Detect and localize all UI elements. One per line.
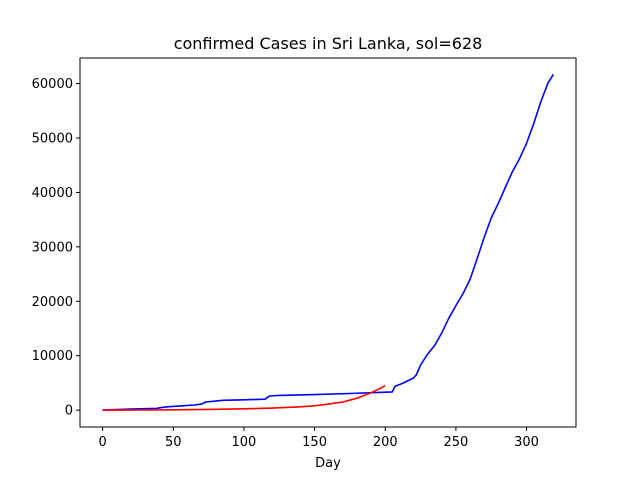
- x-tick-label: 250: [443, 435, 468, 450]
- y-tick-label: 0: [65, 404, 73, 419]
- x-tick-label: 150: [302, 435, 327, 450]
- series-line-1: [102, 73, 555, 411]
- plot-frame: [79, 57, 577, 428]
- x-tick-label: 300: [514, 435, 539, 450]
- chart-title: confirmed Cases in Sri Lanka, sol=628: [174, 34, 483, 53]
- y-tick-label: 50000: [32, 132, 73, 147]
- x-tick-label: 0: [98, 435, 106, 450]
- y-axis: 0 10000 20000 30000 40000 50000 60000: [32, 77, 80, 419]
- y-tick-label: 40000: [32, 186, 73, 201]
- y-tick-label: 20000: [32, 295, 73, 310]
- x-axis: 0 50 100 150 200 250 300: [98, 427, 539, 450]
- series-line-2: [102, 384, 386, 411]
- series-layer: [102, 73, 555, 411]
- y-tick-label: 60000: [32, 77, 73, 92]
- x-tick-label: 100: [232, 435, 257, 450]
- x-tick-label: 200: [373, 435, 398, 450]
- x-tick-label: 50: [165, 435, 182, 450]
- x-axis-label: Day: [315, 456, 341, 471]
- y-tick-label: 30000: [32, 240, 73, 255]
- y-tick-label: 10000: [32, 349, 73, 364]
